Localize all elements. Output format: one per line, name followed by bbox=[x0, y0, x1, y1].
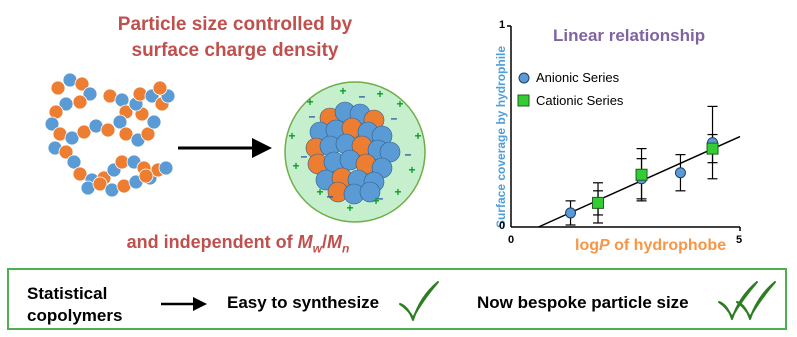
legend-cationic-marker bbox=[517, 94, 530, 107]
mw-subscript: w bbox=[312, 241, 322, 256]
polymer-bead bbox=[72, 166, 88, 182]
positive-charge: + bbox=[346, 201, 353, 215]
polymer-chain bbox=[80, 168, 154, 198]
positive-charge: + bbox=[288, 129, 295, 143]
polymer-bead bbox=[158, 160, 174, 176]
headline-line2: surface charge density bbox=[131, 40, 339, 61]
bespoke-particle-size-label: Now bespoke particle size bbox=[477, 293, 689, 312]
cationic-data-point bbox=[592, 196, 605, 209]
scatter-chart bbox=[507, 25, 741, 231]
y-tick-label-1: 1 bbox=[499, 19, 506, 31]
mn-subscript: n bbox=[342, 241, 350, 256]
polymer-bead bbox=[82, 86, 98, 102]
chart-title: Linear relationship bbox=[553, 26, 706, 45]
polymer-bead bbox=[76, 124, 92, 140]
negative-charge: – bbox=[391, 111, 398, 125]
right-arrow-icon bbox=[161, 297, 207, 311]
anionic-data-point bbox=[674, 167, 686, 179]
legend-anionic-label: Anionic Series bbox=[536, 70, 620, 85]
polymer-bead bbox=[66, 154, 82, 170]
polymer-bead bbox=[112, 114, 128, 130]
footnote-prefix: and independent of bbox=[126, 232, 298, 252]
footnote: and independent of Mw/Mn bbox=[88, 232, 388, 256]
polymer-chains bbox=[44, 72, 176, 198]
statistical-line1: Statistical bbox=[27, 284, 108, 303]
x-tick-label-0: 0 bbox=[508, 234, 515, 246]
polymer-bead bbox=[138, 168, 154, 184]
legend-anionic-marker bbox=[518, 72, 530, 84]
negative-charge: – bbox=[327, 189, 334, 203]
polymer-bead bbox=[64, 130, 80, 146]
positive-charge: + bbox=[394, 185, 401, 199]
summary-banner: Statistical copolymers Easy to synthesiz… bbox=[7, 268, 787, 330]
polymer-bead bbox=[74, 76, 90, 92]
legend-cationic-label: Cationic Series bbox=[536, 93, 624, 108]
positive-charge: + bbox=[306, 95, 313, 109]
cationic-data-point bbox=[706, 142, 719, 155]
positive-charge: + bbox=[408, 163, 415, 177]
nanoparticle: + ++ ++ ++ ++ ++ +– –– –– –– bbox=[284, 81, 426, 223]
positive-charge: + bbox=[316, 185, 323, 199]
x-axis-label-suffix: of hydrophobe bbox=[609, 237, 727, 254]
x-axis-label-prefix: log bbox=[575, 237, 599, 254]
double-checkmark-icon bbox=[718, 281, 776, 320]
slash: / bbox=[321, 232, 327, 252]
polymer-chain bbox=[102, 80, 176, 148]
polymer-chain bbox=[44, 72, 116, 146]
statistical-line2: copolymers bbox=[27, 306, 123, 325]
polymer-bead bbox=[118, 126, 134, 142]
negative-charge: – bbox=[405, 147, 412, 161]
negative-charge: – bbox=[301, 149, 308, 163]
easy-to-synthesize-label: Easy to synthesize bbox=[227, 293, 380, 312]
cationic-data-point bbox=[635, 168, 648, 181]
polymer-bead bbox=[146, 114, 162, 130]
polymer-bead bbox=[100, 122, 116, 138]
positive-charge: + bbox=[396, 97, 403, 111]
reaction-arrow bbox=[178, 138, 272, 158]
positive-charge: + bbox=[372, 194, 379, 208]
headline: Particle size controlled by surface char… bbox=[115, 12, 355, 64]
checkmark-icon bbox=[399, 281, 439, 321]
x-axis-label: logP of hydrophobe bbox=[575, 237, 726, 255]
negative-charge: – bbox=[359, 89, 366, 103]
polymer-bead bbox=[92, 176, 108, 192]
positive-charge: + bbox=[292, 159, 299, 173]
positive-charge: + bbox=[414, 129, 421, 143]
positive-charge: + bbox=[376, 87, 383, 101]
polymer-bead bbox=[58, 144, 74, 160]
statistical-copolymers-label: Statistical copolymers bbox=[27, 283, 122, 327]
negative-charge: – bbox=[377, 191, 384, 205]
negative-charge: – bbox=[309, 109, 316, 123]
polymer-bead bbox=[58, 96, 74, 112]
mw-symbol: M bbox=[297, 232, 313, 252]
headline-line1: Particle size controlled by bbox=[117, 14, 353, 35]
x-axis-label-italic: P bbox=[599, 237, 610, 254]
anionic-data-point bbox=[565, 207, 577, 219]
particle-bead bbox=[359, 181, 381, 203]
y-axis-label: Surface coverage by hydrophile bbox=[494, 45, 508, 229]
positive-charge: + bbox=[339, 84, 346, 98]
polymer-bead bbox=[140, 126, 156, 142]
polymer-bead bbox=[50, 80, 66, 96]
mn-symbol: M bbox=[327, 232, 342, 252]
x-tick-label-5: 5 bbox=[736, 234, 743, 246]
polymer-bead bbox=[44, 116, 60, 132]
polymer-bead bbox=[152, 80, 168, 96]
y-tick-label-0: 0 bbox=[499, 220, 506, 232]
polymer-particle-diagram: + ++ ++ ++ ++ ++ +– –– –– –– bbox=[44, 72, 426, 223]
